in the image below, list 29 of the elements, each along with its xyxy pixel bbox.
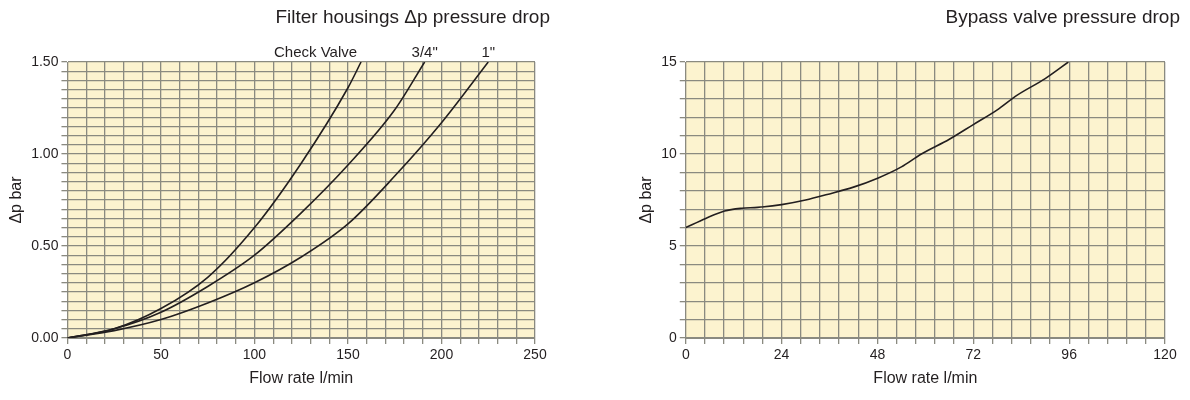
x-tick-label: 50 [153, 346, 169, 363]
x-tick-label: 96 [1061, 346, 1078, 363]
x-tick-label: 0 [681, 346, 690, 363]
x-tick-label: 48 [869, 346, 886, 363]
x-tick-label: 150 [336, 346, 360, 363]
y-axis-title: Δp bar [637, 175, 655, 224]
x-tick-label: 120 [1153, 346, 1177, 363]
x-tick-label: 72 [965, 346, 982, 363]
y-tick-label: 0 [668, 328, 677, 345]
series-label: Check Valve [273, 42, 358, 60]
y-tick-label: 5 [668, 236, 677, 253]
y-tick-label: 0.00 [31, 328, 59, 345]
x-tick-label: 250 [523, 346, 547, 363]
y-tick-label: 1.00 [31, 144, 59, 161]
series-label: 1" [481, 42, 496, 60]
x-tick-label: 24 [773, 346, 790, 363]
x-tick-label: 100 [242, 346, 267, 363]
y-tick-label: 1.50 [31, 52, 59, 69]
x-axis-title: Flow rate l/min [873, 368, 978, 386]
x-axis-title: Flow rate l/min [249, 368, 354, 386]
y-tick-label: 10 [661, 144, 677, 161]
y-tick-label: 15 [661, 52, 677, 69]
chart-title: Bypass valve pressure drop [945, 6, 1180, 28]
y-axis-title: Δp bar [7, 175, 25, 224]
x-tick-label: 200 [429, 346, 454, 363]
y-tick-label: 0.50 [31, 236, 59, 253]
chart-title: Filter housings Δp pressure drop [275, 6, 550, 28]
series-label: 3/4" [411, 42, 438, 60]
x-tick-label: 0 [63, 346, 72, 363]
